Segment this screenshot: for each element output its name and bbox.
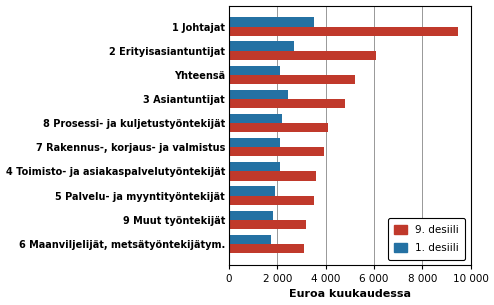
Bar bbox=[229, 75, 355, 84]
Bar bbox=[229, 186, 275, 196]
Bar bbox=[229, 171, 316, 181]
Bar bbox=[229, 235, 271, 244]
Bar bbox=[229, 162, 280, 171]
Bar bbox=[229, 244, 304, 253]
X-axis label: Euroa kuukaudessa: Euroa kuukaudessa bbox=[289, 289, 411, 300]
Legend: 9. desiili, 1. desiili: 9. desiili, 1. desiili bbox=[388, 218, 465, 260]
Bar bbox=[229, 66, 280, 75]
Bar bbox=[229, 123, 328, 132]
Bar bbox=[229, 114, 282, 123]
Bar bbox=[229, 27, 458, 36]
Bar bbox=[229, 196, 314, 205]
Bar bbox=[229, 17, 314, 27]
Bar bbox=[229, 99, 345, 108]
Bar bbox=[229, 147, 325, 156]
Bar bbox=[229, 90, 288, 99]
Bar bbox=[229, 220, 306, 229]
Bar bbox=[229, 210, 273, 220]
Bar bbox=[229, 51, 376, 60]
Bar bbox=[229, 138, 280, 147]
Bar bbox=[229, 41, 294, 51]
